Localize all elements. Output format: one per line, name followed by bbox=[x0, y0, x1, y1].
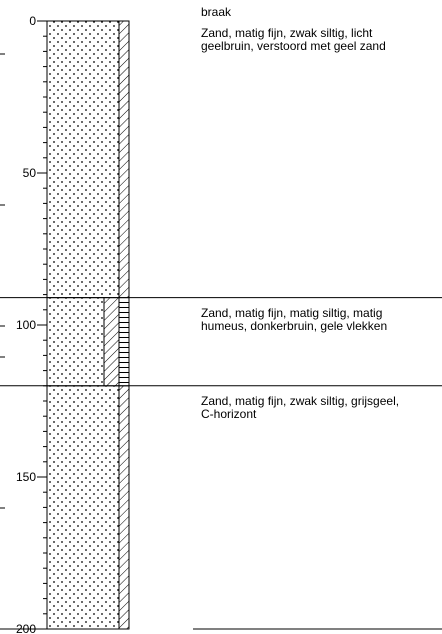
humus-column bbox=[118, 297, 130, 387]
depth-label: 50 bbox=[23, 166, 37, 180]
layer-description: Zand, matig fijn, matig siltig, matig hu… bbox=[201, 305, 388, 333]
silt-column bbox=[118, 385, 130, 630]
silt-column bbox=[118, 20, 130, 299]
sand-column bbox=[46, 297, 105, 387]
silt-column bbox=[103, 297, 120, 387]
depth-label: 150 bbox=[16, 470, 36, 484]
depth-label: 0 bbox=[29, 14, 36, 28]
layer-boundaries bbox=[0, 297, 442, 630]
land-use-label: braak bbox=[201, 5, 232, 19]
depth-label: 200 bbox=[16, 622, 36, 634]
layer-description: Zand, matig fijn, zwak siltig, licht gee… bbox=[201, 26, 386, 53]
depth-axis: 0 50 100 150 200 bbox=[0, 14, 48, 634]
depth-label: 100 bbox=[16, 318, 36, 332]
layer-columns bbox=[46, 20, 130, 630]
sand-column bbox=[46, 20, 120, 299]
sand-column bbox=[46, 385, 120, 630]
layer-description: Zand, matig fijn, zwak siltig, grijsgeel… bbox=[201, 393, 400, 421]
